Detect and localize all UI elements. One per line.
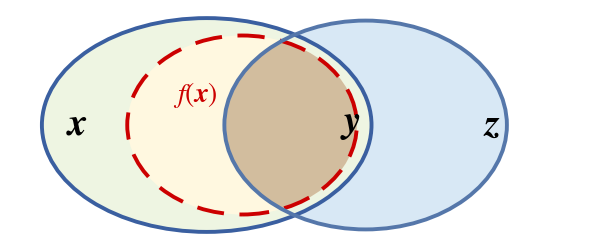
Ellipse shape <box>42 18 372 232</box>
Ellipse shape <box>224 20 507 230</box>
Ellipse shape <box>127 36 357 214</box>
Text: $\boldsymbol{y}$: $\boldsymbol{y}$ <box>340 108 361 142</box>
Text: $f(\boldsymbol{x})$: $f(\boldsymbol{x})$ <box>172 80 217 110</box>
Text: $\boldsymbol{x}$: $\boldsymbol{x}$ <box>66 108 88 142</box>
Ellipse shape <box>224 20 507 230</box>
Text: $\boldsymbol{z}$: $\boldsymbol{z}$ <box>483 108 501 142</box>
